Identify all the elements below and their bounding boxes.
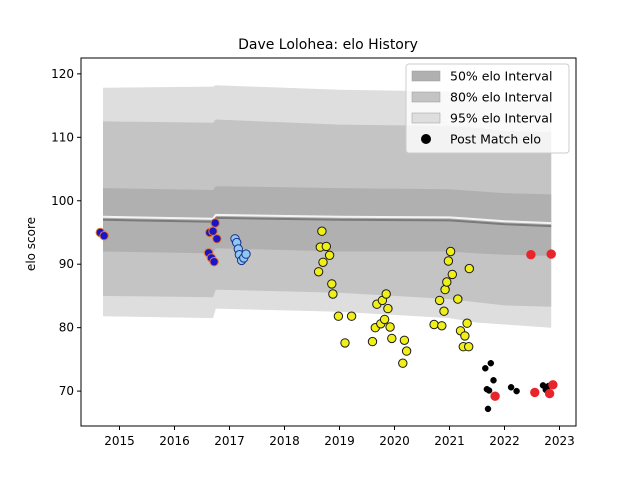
data-point xyxy=(210,218,220,228)
data-point xyxy=(490,377,497,384)
data-point xyxy=(490,391,500,401)
data-point xyxy=(387,333,397,344)
data-point xyxy=(507,384,515,391)
data-point xyxy=(464,263,474,274)
x-tick-label: 2023 xyxy=(544,434,575,448)
data-point xyxy=(381,289,391,299)
legend-label: 80% elo Interval xyxy=(450,90,552,105)
data-point xyxy=(526,250,536,260)
data-point xyxy=(399,335,410,345)
data-point xyxy=(440,284,450,295)
data-point xyxy=(439,306,449,316)
data-point xyxy=(212,234,222,244)
data-point xyxy=(241,249,251,259)
point-series-1 xyxy=(230,234,251,266)
data-point xyxy=(464,342,474,352)
x-tick-label: 2015 xyxy=(104,434,135,448)
data-point xyxy=(367,336,378,347)
data-point xyxy=(544,388,555,399)
axes: 2015 2016 2017 2018 2019 2020 2021 2022 2023 70 80… xyxy=(51,57,577,448)
legend-label: Post Match elo xyxy=(450,132,541,147)
x-tick-label: 2018 xyxy=(269,434,300,448)
data-point xyxy=(327,279,337,289)
data-point xyxy=(324,250,335,261)
legend-swatch xyxy=(411,112,441,124)
chart-title: Dave Lolohea: elo History xyxy=(238,37,418,53)
data-point xyxy=(460,331,470,341)
x-tick-label: 2021 xyxy=(434,434,465,448)
legend-swatch xyxy=(411,91,441,103)
legend-marker xyxy=(421,134,431,144)
y-tick-label: 70 xyxy=(59,384,74,398)
data-point xyxy=(437,321,447,331)
data-point xyxy=(429,319,439,330)
data-point xyxy=(485,387,493,394)
x-tick-label: 2017 xyxy=(214,434,245,448)
legend-box xyxy=(405,63,570,154)
y-tick-label: 90 xyxy=(59,257,74,271)
data-point xyxy=(333,311,344,321)
data-point xyxy=(317,226,327,236)
y-tick-label: 110 xyxy=(51,130,74,144)
data-point xyxy=(445,246,456,257)
data-point xyxy=(99,231,109,241)
data-point xyxy=(546,249,556,259)
data-point xyxy=(383,303,393,314)
y-tick-label: 120 xyxy=(51,67,74,81)
data-point xyxy=(208,226,218,236)
legend-label: 95% elo Interval xyxy=(450,111,552,126)
data-point xyxy=(346,311,357,321)
legend-label: 50% elo Interval xyxy=(450,69,552,84)
data-point xyxy=(209,257,219,267)
data-point xyxy=(434,295,445,306)
y-axis-label: elo score xyxy=(24,217,38,271)
data-point xyxy=(462,318,472,328)
point-series-4 xyxy=(490,249,558,401)
mean-highlight-line xyxy=(102,213,552,225)
data-point xyxy=(401,346,412,356)
data-point xyxy=(385,322,395,332)
legend: 50% elo Interval 80% elo Interval 95% elo … xyxy=(405,63,570,154)
data-point xyxy=(443,256,454,266)
data-point xyxy=(340,338,350,348)
legend-swatch xyxy=(411,70,441,82)
data-point xyxy=(321,241,331,252)
data-point xyxy=(530,387,540,398)
data-point xyxy=(447,269,457,280)
data-point xyxy=(328,289,338,299)
data-point xyxy=(484,405,492,413)
x-tick-label: 2022 xyxy=(489,434,520,448)
data-point xyxy=(318,257,328,267)
point-series-2 xyxy=(313,226,474,368)
data-point xyxy=(313,267,324,277)
data-point xyxy=(487,359,495,367)
x-tick-label: 2016 xyxy=(159,434,190,448)
x-tick-label: 2019 xyxy=(324,434,355,448)
data-point xyxy=(442,277,452,287)
data-point xyxy=(398,358,408,368)
data-point xyxy=(548,380,558,390)
data-point xyxy=(379,314,390,325)
y-tick-label: 80 xyxy=(59,321,74,335)
y-tick-label: 100 xyxy=(51,194,74,208)
axes-frame xyxy=(80,57,577,427)
data-point xyxy=(482,365,489,372)
data-point xyxy=(513,387,520,395)
data-point xyxy=(453,294,463,304)
x-tick-label: 2020 xyxy=(379,434,410,448)
point-series-0 xyxy=(95,218,222,267)
point-series-3 xyxy=(482,359,552,413)
